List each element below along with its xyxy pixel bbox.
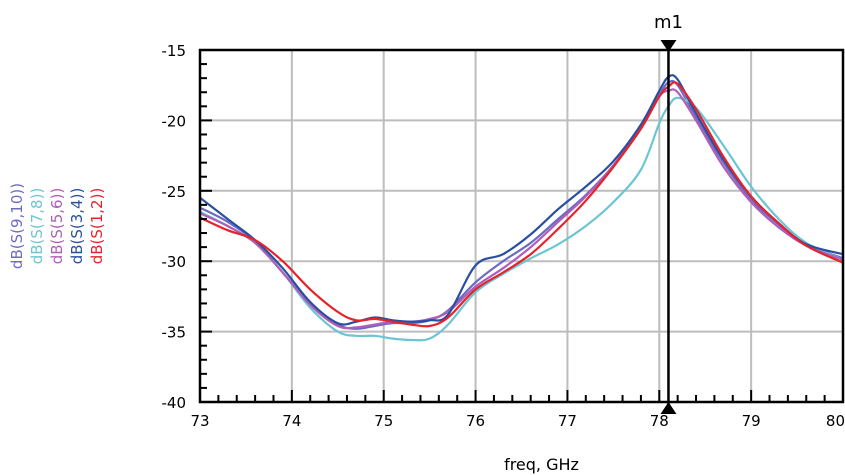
marker-label: m1 [654, 12, 683, 33]
legend: dB(S(9,10)) dB(S(7,8)) dB(S(5,6)) dB(S(3,4)… [8, 183, 106, 269]
grid [200, 50, 843, 402]
minor-ticks [199, 49, 844, 403]
x-tick-label: 75 [374, 412, 393, 430]
legend-entry: dB(S(1,2)) [88, 188, 106, 265]
legend-entry: dB(S(3,4)) [68, 188, 86, 265]
x-axis-label: freq, GHz [504, 455, 579, 474]
marker-m1[interactable]: m1 [654, 12, 683, 414]
series-line-dB(S(1,2)) [199, 81, 844, 328]
y-tick-label: -35 [162, 324, 187, 342]
x-tick-label: 78 [650, 412, 669, 430]
marker-top-triangle-icon[interactable] [660, 40, 677, 52]
tick-labels: -40 -35 -30 -25 -20 -15 73 74 75 76 77 78 79 80 [162, 42, 845, 430]
series-lines [199, 74, 844, 342]
x-tick-label: 76 [466, 412, 485, 430]
series-line-dB(S(5,6)) [199, 88, 844, 330]
y-tick-label: -20 [162, 112, 187, 130]
series-line-dB(S(7,8)) [199, 96, 844, 342]
x-tick-label: 74 [282, 412, 301, 430]
y-tick-label: -15 [162, 42, 187, 60]
y-tick-label: -30 [162, 253, 187, 271]
x-tick-label: 73 [190, 412, 209, 430]
x-tick-label: 77 [558, 412, 577, 430]
y-tick-label: -40 [162, 394, 187, 412]
series-line-dB(S(3,4)) [199, 74, 844, 326]
plot-area-frame [198, 48, 845, 404]
legend-entry: dB(S(5,6)) [48, 188, 66, 265]
x-tick-label: 79 [742, 412, 761, 430]
legend-entry: dB(S(9,10)) [8, 183, 26, 269]
x-tick-label: 80 [826, 412, 845, 430]
y-tick-label: -25 [162, 183, 187, 201]
legend-entry: dB(S(7,8)) [28, 188, 46, 265]
marker-bottom-triangle-icon[interactable] [660, 402, 677, 414]
